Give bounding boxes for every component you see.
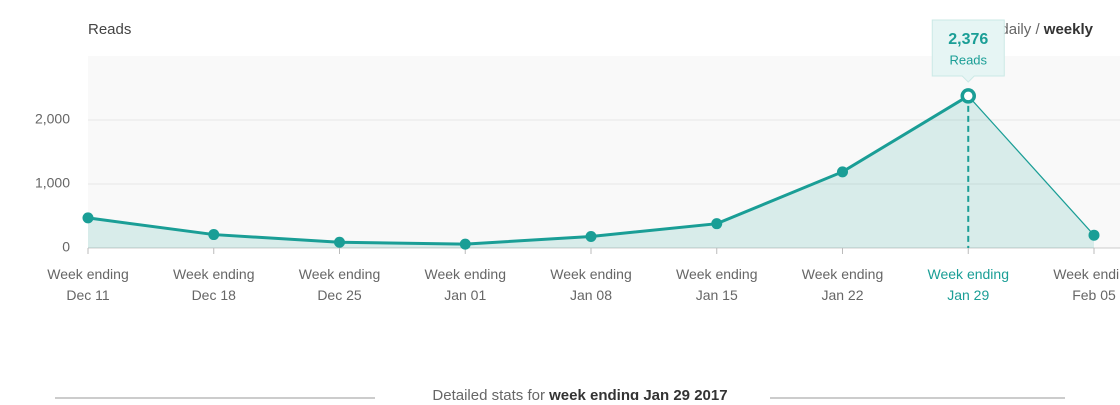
y-tick-label: 2,000 (35, 111, 70, 127)
x-tick-label: Week ending Dec 25 (299, 266, 380, 303)
x-tick-label-line: Week ending (425, 266, 506, 282)
detail-heading: Detailed stats for week ending Jan 29 20… (432, 387, 727, 400)
x-tick-label-line: Dec 11 (66, 287, 110, 303)
x-tick-label-line: Feb 05 (1072, 287, 1116, 303)
tooltip-label: Reads (949, 52, 987, 67)
x-tick-label-line: Dec 25 (317, 287, 362, 303)
area (88, 95, 1094, 248)
x-tick-label: Week ending Dec 18 (173, 266, 254, 303)
detail-emphasis: week ending Jan 29 2017 (548, 387, 727, 400)
x-tick-label: Week ending Jan 15 (676, 266, 757, 303)
x-tick-label-line: Week ending (676, 266, 757, 282)
toggle-weekly[interactable]: weekly (1043, 21, 1094, 38)
detail-prefix: Detailed stats for (432, 387, 545, 400)
x-tick-label: Week ending Jan 01 (425, 266, 506, 303)
x-tick-label: Week ending Dec 11 (47, 266, 128, 303)
point (334, 236, 345, 248)
point (585, 230, 597, 242)
x-tick-label-line: Week ending (173, 266, 254, 282)
x-tick-label: Week ending Jan 29 (928, 266, 1009, 303)
point (208, 229, 220, 241)
y-tick-label: 0 (62, 239, 70, 255)
point (960, 88, 976, 104)
x-tick-label-line: Week ending (1053, 266, 1120, 282)
x-tick-label-line: Jan 08 (570, 287, 612, 303)
toggle-separator: / (1035, 21, 1040, 38)
point (1088, 229, 1100, 241)
toggle-daily[interactable]: daily (1000, 21, 1031, 38)
point (711, 218, 723, 230)
tooltip-box (931, 19, 1005, 83)
tooltip-value: 2,376 (948, 31, 988, 48)
x-tick-label-line: Week ending (47, 266, 128, 282)
x-tick-label: Week ending Jan 08 (550, 266, 631, 303)
point (837, 166, 848, 178)
x-tick-label-line: Jan 01 (444, 287, 486, 303)
y-tick-label: 1,000 (35, 175, 70, 191)
x-tick-label: Week ending Jan 22 (802, 266, 883, 303)
x-tick-label-line: Jan 29 (947, 287, 989, 303)
line-tail (967, 95, 1095, 236)
x-tick-label-line: Dec 18 (192, 287, 237, 303)
x-tick-label-line: Jan 15 (696, 287, 738, 303)
x-tick-label-line: Week ending (299, 266, 380, 282)
chart-title: Reads (88, 21, 131, 38)
line (87, 94, 970, 246)
tooltip: 2,376 Reads (931, 19, 1005, 83)
point (459, 238, 471, 250)
plot-background (88, 56, 1120, 248)
x-tick-label-line: Week ending (550, 266, 631, 282)
period-toggle: daily / weekly (1000, 21, 1093, 38)
x-tick-label-line: Week ending (928, 266, 1009, 282)
x-tick-label-line: Week ending (802, 266, 883, 282)
x-tick-label-line: Jan 22 (821, 287, 863, 303)
x-tick-label: Week ending Feb 05 (1053, 266, 1120, 303)
point (82, 212, 94, 224)
